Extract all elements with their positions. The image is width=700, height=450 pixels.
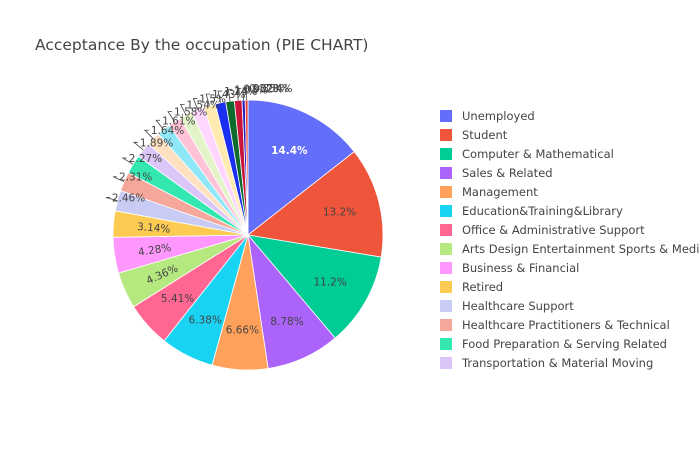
slice-label: 1.89% xyxy=(140,137,173,149)
slice-label: 8.78% xyxy=(270,316,303,328)
slice-label: 1.61% xyxy=(162,115,195,127)
leader-line xyxy=(155,119,164,130)
slice-label: 2.27% xyxy=(129,153,162,165)
legend-label: Retired xyxy=(462,279,504,294)
legend-swatch xyxy=(440,223,452,236)
slice-label: 1.64% xyxy=(151,125,184,137)
legend-label: Office & Administrative Support xyxy=(462,222,645,237)
slice-label: 13.2% xyxy=(323,207,356,219)
legend-label: Transportation & Material Moving xyxy=(462,355,654,370)
legend-item[interactable]: Office & Administrative Support xyxy=(436,220,700,239)
slice-label: 1.24% xyxy=(224,86,257,98)
leader-line xyxy=(236,87,242,101)
leader-line xyxy=(121,157,134,165)
legend-label: Business & Financial xyxy=(462,260,580,275)
legend-item[interactable]: Unemployed xyxy=(436,106,700,125)
slice-label: 1.54% xyxy=(187,99,220,111)
slice-label: 3.14% xyxy=(137,221,171,236)
leader-line xyxy=(132,141,144,151)
legend-label: Computer & Mathematical xyxy=(462,146,614,161)
slice-label: 6.66% xyxy=(226,324,259,336)
legend-swatch xyxy=(440,128,452,141)
leader-line xyxy=(112,176,125,182)
legend-item[interactable]: Student xyxy=(436,125,700,144)
chart-legend[interactable]: Unemployed Student Computer & Mathematical… xyxy=(436,106,700,372)
leader-line xyxy=(246,87,251,101)
legend-label: Healthcare Practitioners & Technical xyxy=(462,317,670,332)
legend-swatch xyxy=(440,109,452,122)
slice-label: 1.5% xyxy=(199,94,226,106)
legend-swatch xyxy=(440,147,452,160)
legend-item[interactable]: Food Preparation & Serving Related xyxy=(436,334,700,353)
legend-swatch xyxy=(440,280,452,293)
legend-label: Education&Training&Library xyxy=(462,203,623,218)
legend-swatch xyxy=(440,356,452,369)
slice-label: 5.41% xyxy=(161,293,194,305)
legend-item[interactable]: Business & Financial xyxy=(436,258,700,277)
slice-label: 1.03% xyxy=(234,84,267,96)
leader-line xyxy=(227,88,233,102)
legend-label: Management xyxy=(462,184,538,199)
legend-label: Sales & Related xyxy=(462,165,553,180)
pie-slice[interactable] xyxy=(244,99,249,236)
slice-label: 1.58% xyxy=(174,107,207,119)
leader-line xyxy=(242,87,248,101)
pie-slice[interactable] xyxy=(246,234,382,339)
legend-label: Food Preparation & Serving Related xyxy=(462,336,667,351)
legend-item[interactable]: Healthcare Support xyxy=(436,296,700,315)
legend-label: Healthcare Support xyxy=(462,298,574,313)
legend-item[interactable]: Arts Design Entertainment Sports & Media xyxy=(436,239,700,258)
legend-swatch xyxy=(440,204,452,217)
leader-line xyxy=(143,129,154,140)
legend-swatch xyxy=(440,242,452,255)
slice-label: 0.334% xyxy=(252,83,292,95)
slice-label: 2.46% xyxy=(112,193,145,205)
chart-title: Acceptance By the occupation (PIE CHART) xyxy=(35,36,369,54)
legend-swatch xyxy=(440,299,452,312)
pie-slice[interactable] xyxy=(247,99,355,236)
leader-line xyxy=(192,98,199,110)
legend-label: Arts Design Entertainment Sports & Media xyxy=(462,241,700,256)
pie-slice[interactable] xyxy=(247,151,384,258)
slice-label: 4.28% xyxy=(137,242,172,259)
legend-swatch xyxy=(440,166,452,179)
slice-label: 14.4% xyxy=(271,145,308,157)
slice-label: 0.902% xyxy=(243,83,283,95)
legend-label: Student xyxy=(462,127,508,142)
slice-label: 1.43% xyxy=(212,89,245,101)
legend-item[interactable]: Healthcare Practitioners & Technical xyxy=(436,315,700,334)
legend-swatch xyxy=(440,261,452,274)
legend-item[interactable]: Education&Training&Library xyxy=(436,201,700,220)
legend-item[interactable]: Computer & Mathematical xyxy=(436,144,700,163)
legend-label: Unemployed xyxy=(462,108,535,123)
legend-item[interactable]: Transportation & Material Moving xyxy=(436,353,700,372)
legend-swatch xyxy=(440,185,452,198)
legend-swatch xyxy=(440,337,452,350)
legend-item[interactable]: Management xyxy=(436,182,700,201)
leader-line xyxy=(217,90,223,103)
leader-line xyxy=(205,93,211,106)
slice-label: 6.38% xyxy=(189,314,222,326)
leader-line xyxy=(105,197,118,201)
slice-label: 2.31% xyxy=(119,172,152,184)
legend-item[interactable]: Retired xyxy=(436,277,700,296)
legend-swatch xyxy=(440,318,452,331)
slice-label: 11.2% xyxy=(313,277,346,289)
leader-line xyxy=(167,111,175,122)
slice-label: 0.378% xyxy=(249,83,289,95)
legend-item[interactable]: Sales & Related xyxy=(436,163,700,182)
leader-line xyxy=(179,104,187,116)
